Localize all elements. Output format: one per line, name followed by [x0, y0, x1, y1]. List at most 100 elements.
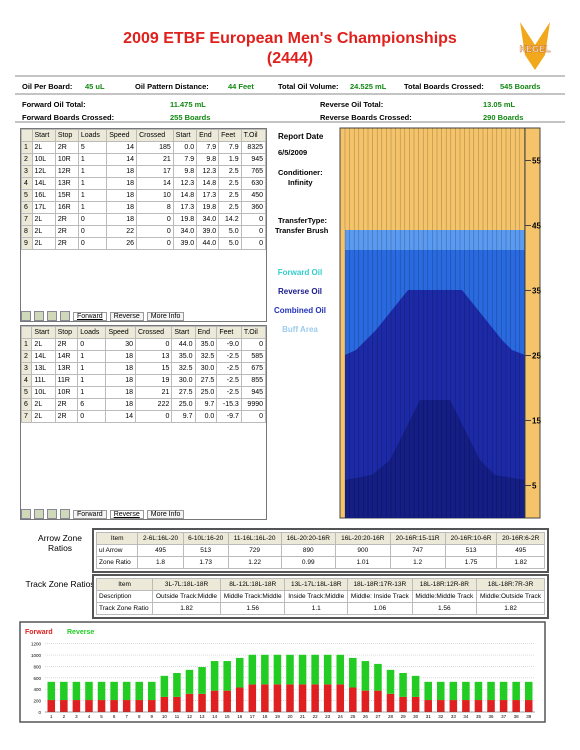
title: 2009 ETBF European Men's Championships — [123, 30, 457, 47]
x-tick-label: 38 — [514, 714, 520, 719]
cell: 35.0 — [194, 338, 218, 351]
x-tick-label: 39 — [526, 714, 532, 719]
bar — [311, 684, 319, 712]
cell: 2L — [31, 141, 56, 154]
column-header: Loads — [77, 326, 107, 339]
x-tick-label: 29 — [401, 714, 407, 719]
cell: 10L — [31, 386, 56, 399]
cell: 2L — [31, 398, 56, 411]
zone-table: Item 3L-7L:18L-18R 8L-12L:18L-18R 13L-17L:1… — [95, 578, 545, 615]
bar — [223, 661, 231, 691]
cell: 1.56 — [219, 602, 286, 615]
x-tick-label: 35 — [476, 714, 482, 719]
cell: 5 — [77, 141, 108, 154]
tab[interactable]: Reverse — [109, 312, 144, 321]
scroll-button[interactable] — [47, 509, 57, 519]
bar — [210, 661, 219, 691]
bar — [148, 681, 156, 701]
lane-tick-label: 5 — [532, 482, 537, 491]
cell: 890 — [280, 544, 337, 557]
column-header: 8L-12L:18L-18R — [219, 578, 286, 591]
cell: 0 — [136, 225, 174, 238]
cell: 2.5 — [218, 177, 242, 190]
table-row: 5 10L 10R 1 18 21 27.5 25.0 -2.5 945 — [20, 386, 267, 399]
x-tick-label: 33 — [451, 714, 457, 719]
column-header: 2-6L:16L-20 — [137, 532, 184, 545]
tab[interactable]: Forward — [73, 312, 107, 321]
pattern-table: Start Stop Loads Speed Crossed Start End Feet T.… — [21, 129, 267, 250]
row-number: 8 — [21, 225, 33, 238]
cell: 729 — [227, 544, 282, 557]
legend-entry: Buff Area — [282, 325, 318, 334]
scroll-button[interactable] — [21, 509, 31, 519]
y-tick-label: 0 — [38, 710, 41, 715]
column-header: 16L-20:20-16R — [335, 532, 391, 545]
scroll-button[interactable] — [60, 509, 70, 519]
scroll-button[interactable] — [60, 311, 70, 321]
cell: 945 — [240, 153, 267, 166]
cell: -15.3 — [216, 398, 242, 411]
lane-tick-label: 35 — [532, 287, 541, 296]
tab[interactable]: Reverse — [109, 510, 144, 519]
summary-label: Oil Pattern Distance: — [135, 82, 209, 91]
cell: 0.0 — [194, 410, 218, 423]
cell: 2.5 — [218, 189, 242, 202]
cell: 0.0 — [172, 141, 198, 154]
scroll-button[interactable] — [47, 311, 57, 321]
cell: 30.0 — [194, 362, 218, 375]
bar — [323, 684, 332, 712]
row-label: ul Arrow — [95, 544, 139, 557]
row-number: 4 — [20, 374, 33, 387]
cell: 32.5 — [171, 362, 196, 375]
cell: 18 — [105, 398, 136, 411]
y-tick-label: 1200 — [31, 642, 42, 647]
bar — [474, 700, 483, 712]
scroll-button[interactable] — [34, 311, 44, 321]
cell: 18 — [106, 165, 138, 178]
cell: 0 — [136, 213, 174, 226]
cell: 495 — [496, 544, 545, 557]
tab[interactable]: More Info — [146, 510, 185, 519]
cell: 450 — [240, 189, 267, 202]
cell: 513 — [182, 544, 229, 557]
cell: 630 — [240, 177, 267, 190]
cell: 1.06 — [347, 602, 413, 615]
forward-tabs: Forward Reverse More Info — [21, 310, 185, 321]
cell: 44.0 — [171, 338, 196, 351]
bar — [248, 654, 257, 685]
column-header: Speed — [106, 129, 138, 142]
scroll-button[interactable] — [21, 311, 31, 321]
bar — [524, 681, 533, 701]
bar — [336, 684, 345, 712]
cell: 0 — [240, 410, 267, 423]
bar — [298, 684, 307, 712]
legend-entry: Forward Oil — [277, 268, 323, 277]
cell: -2.5 — [216, 374, 242, 387]
lane-tick-label: 25 — [532, 352, 541, 361]
tab[interactable]: More Info — [146, 312, 185, 321]
cell: 1 — [77, 201, 108, 214]
cell: 9990 — [240, 398, 267, 411]
cell: 765 — [240, 165, 267, 178]
arrow-zone-label: Arrow Zone Ratios — [38, 533, 82, 553]
cell: 0 — [134, 410, 173, 423]
cell: 900 — [335, 544, 391, 557]
tab[interactable]: Forward — [73, 510, 107, 519]
scroll-button[interactable] — [34, 509, 44, 519]
cell: Outside Track:Middle — [152, 590, 221, 603]
x-tick-label: 24 — [338, 714, 344, 719]
bar — [311, 654, 319, 685]
cell: 14L — [31, 350, 56, 363]
table-row: 6 2L 2R 6 18 222 25.0 9.7 -15.3 9990 — [20, 398, 267, 411]
cell: Middle:Middle Track — [411, 590, 478, 603]
x-tick-label: 36 — [489, 714, 495, 719]
bar — [499, 700, 508, 712]
table-row: ul Arrow 495 513 729 890 900 747 513 495 — [95, 544, 545, 557]
cell: -2.5 — [216, 362, 242, 375]
cell: 7.9 — [196, 141, 220, 154]
column-header: 18L-18R:7R-3R — [476, 578, 545, 591]
summary-label: Oil Per Board: — [22, 82, 73, 91]
table-row: 6 17L 16R 1 18 8 17.3 19.8 2.5 360 — [21, 201, 267, 214]
cell: 25.0 — [171, 398, 196, 411]
subtitle: (2444) — [266, 50, 314, 67]
